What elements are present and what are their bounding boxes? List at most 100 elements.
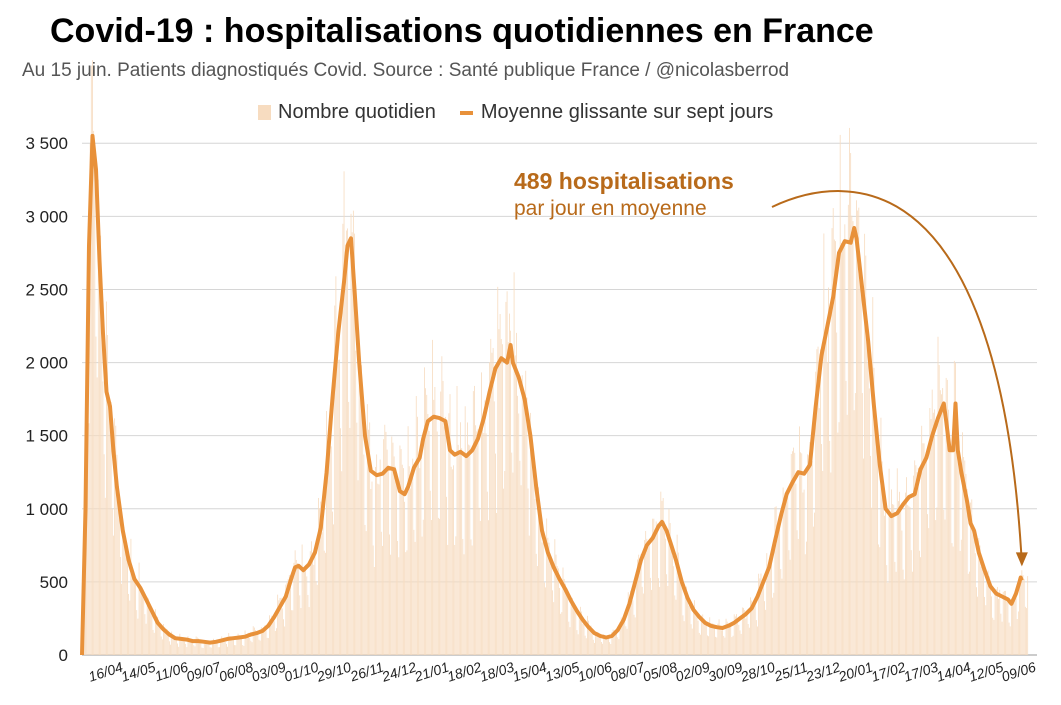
- daily-bar: [640, 553, 642, 655]
- annotation-value: 489 hospitalisations: [514, 168, 734, 194]
- daily-bar: [513, 272, 515, 655]
- daily-bar: [705, 622, 707, 655]
- daily-bar: [195, 636, 197, 655]
- daily-bar: [447, 544, 449, 655]
- annotation-text: par jour en moyenne: [514, 197, 707, 220]
- daily-bar: [759, 578, 761, 655]
- daily-bar: [590, 625, 592, 655]
- daily-bar: [641, 586, 643, 655]
- daily-bar: [315, 581, 317, 655]
- daily-bar: [417, 416, 418, 655]
- daily-bar: [179, 633, 181, 655]
- daily-bar: [1010, 598, 1012, 655]
- x-tick-label: 28/10: [738, 659, 777, 685]
- daily-bar: [184, 641, 185, 655]
- daily-bar: [906, 477, 907, 655]
- daily-bar: [872, 297, 874, 655]
- daily-bar: [316, 584, 318, 655]
- daily-bar: [920, 557, 921, 655]
- daily-bar: [894, 561, 896, 655]
- daily-bar: [976, 587, 977, 655]
- daily-bar: [145, 623, 147, 655]
- daily-bar: [495, 453, 496, 655]
- daily-bar: [619, 622, 621, 655]
- daily-bar: [358, 339, 360, 655]
- daily-bar: [267, 638, 269, 655]
- daily-bar: [467, 422, 468, 655]
- daily-bar: [564, 583, 566, 655]
- daily-bar: [107, 334, 109, 655]
- chart-subtitle: Au 15 juin. Patients diagnostiqués Covid…: [22, 60, 790, 81]
- daily-bar: [674, 595, 676, 655]
- daily-bar: [754, 601, 756, 655]
- daily-bar: [712, 623, 714, 655]
- daily-bar: [538, 487, 539, 655]
- daily-bar: [347, 228, 348, 655]
- daily-bar: [435, 416, 437, 655]
- daily-bar: [797, 538, 799, 655]
- daily-bar: [503, 488, 505, 655]
- daily-bar: [127, 545, 128, 655]
- daily-bar: [1023, 579, 1025, 655]
- y-tick-label: 1 500: [25, 427, 68, 446]
- daily-bar: [847, 204, 849, 655]
- daily-bar: [998, 598, 999, 655]
- daily-bar: [845, 380, 847, 655]
- daily-bar: [715, 636, 716, 655]
- daily-bar: [627, 592, 629, 655]
- daily-bar: [174, 638, 176, 655]
- daily-bar: [599, 637, 601, 655]
- daily-bar: [1022, 575, 1024, 655]
- daily-bar: [686, 586, 687, 655]
- daily-bar: [816, 349, 818, 655]
- daily-bar: [569, 627, 571, 655]
- daily-bar: [711, 622, 713, 655]
- daily-bar: [665, 538, 666, 655]
- daily-bar: [362, 424, 364, 655]
- daily-bar: [322, 499, 324, 655]
- daily-bar: [351, 232, 353, 655]
- daily-bar: [623, 615, 624, 655]
- daily-bar: [471, 545, 473, 655]
- daily-bar: [493, 401, 495, 655]
- daily-bar: [731, 637, 733, 655]
- daily-bar: [829, 440, 831, 655]
- daily-bar: [405, 552, 407, 655]
- daily-bar: [990, 582, 991, 655]
- daily-bar: [124, 536, 126, 655]
- daily-bar: [971, 499, 973, 655]
- daily-bar: [698, 632, 700, 655]
- daily-bar: [611, 632, 613, 655]
- daily-bar: [221, 636, 223, 655]
- daily-bar: [298, 568, 300, 655]
- daily-bar: [520, 485, 522, 655]
- daily-bar: [1020, 575, 1022, 655]
- daily-bar: [822, 470, 824, 655]
- daily-bar: [187, 636, 189, 655]
- daily-bar: [348, 401, 350, 655]
- daily-bar: [277, 594, 279, 655]
- daily-bar: [765, 609, 767, 655]
- daily-bar: [394, 466, 396, 655]
- daily-bar: [568, 621, 570, 655]
- daily-bar: [532, 443, 534, 655]
- daily-bar: [200, 642, 202, 655]
- daily-bar: [587, 615, 588, 655]
- daily-bar: [104, 497, 106, 655]
- daily-bar: [893, 504, 895, 655]
- daily-bar: [486, 491, 488, 655]
- daily-bar: [936, 507, 938, 655]
- daily-bar: [525, 370, 527, 655]
- daily-bar: [571, 597, 573, 655]
- daily-bar: [428, 431, 430, 655]
- daily-bar: [730, 623, 732, 655]
- daily-bar: [1006, 601, 1008, 655]
- daily-bar: [978, 538, 980, 655]
- daily-bar: [270, 619, 272, 655]
- daily-bar: [414, 541, 416, 655]
- daily-bar: [541, 542, 543, 655]
- daily-bar: [566, 592, 567, 655]
- daily-bar: [175, 637, 177, 655]
- daily-bar: [748, 627, 750, 655]
- daily-bar: [427, 414, 429, 655]
